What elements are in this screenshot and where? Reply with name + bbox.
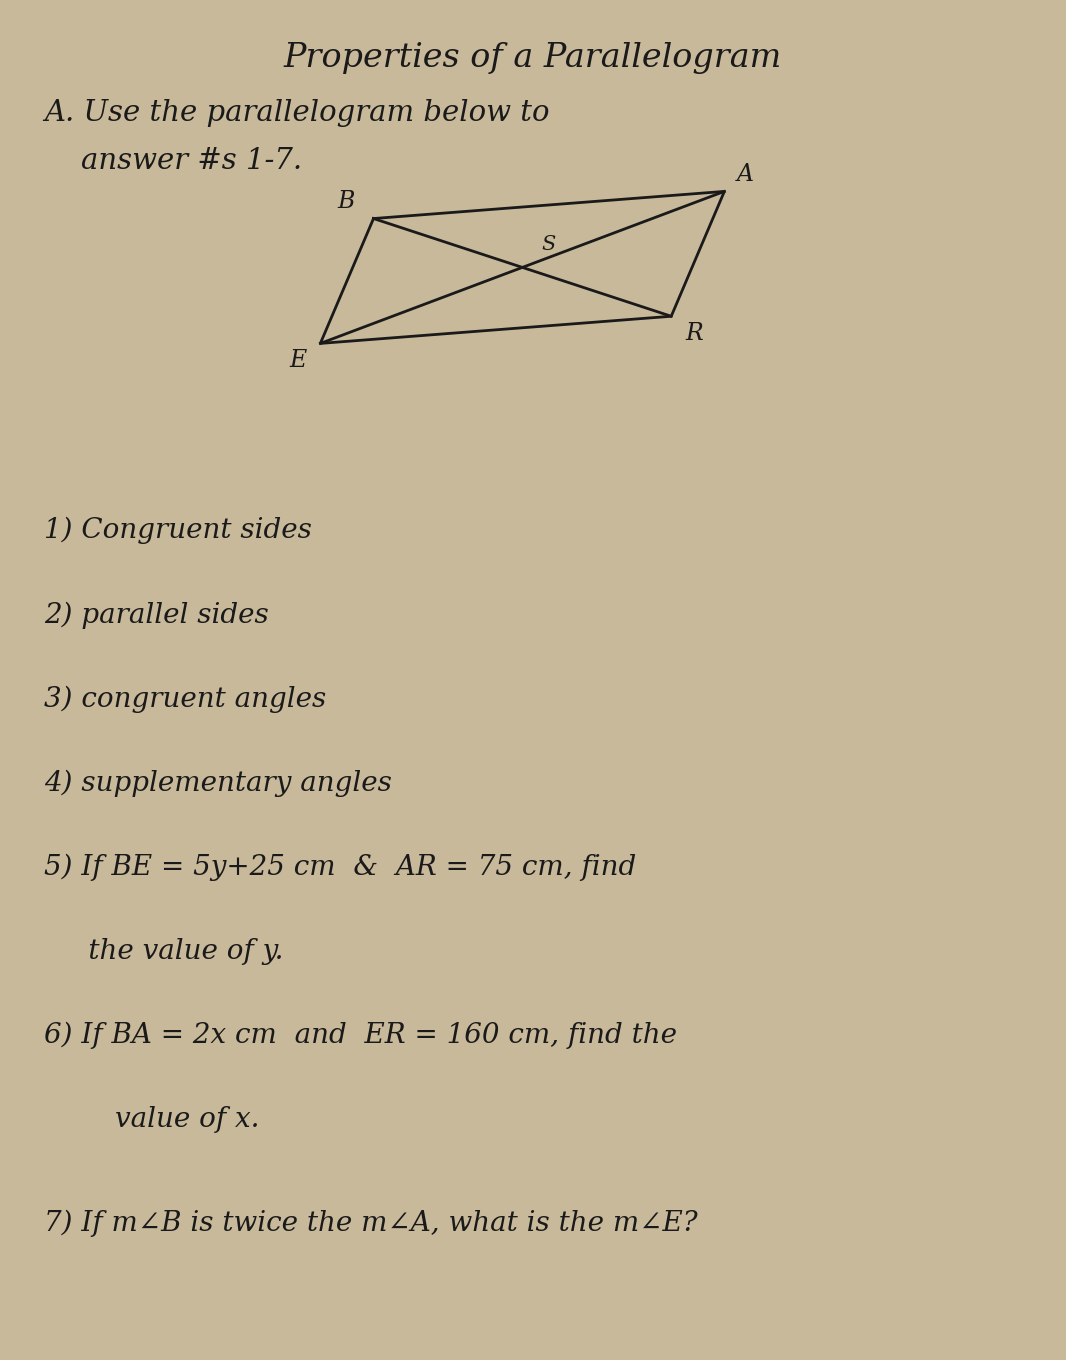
Text: 5) If BE = 5y+25 cm  &  AR = 75 cm, find: 5) If BE = 5y+25 cm & AR = 75 cm, find [44,854,636,881]
Text: the value of y.: the value of y. [44,938,284,964]
Text: value of x.: value of x. [44,1106,259,1133]
Text: A. Use the parallelogram below to: A. Use the parallelogram below to [44,99,549,126]
Text: answer #s 1-7.: answer #s 1-7. [44,147,302,174]
Text: 7) If m∠B is twice the m∠A, what is the m∠E?: 7) If m∠B is twice the m∠A, what is the … [44,1209,697,1236]
Text: A: A [737,163,754,186]
Text: S: S [542,235,555,254]
Text: 2) parallel sides: 2) parallel sides [44,601,269,628]
Text: 1) Congruent sides: 1) Congruent sides [44,517,311,544]
Text: E: E [289,348,307,371]
Text: R: R [685,322,702,344]
Text: B: B [337,190,354,214]
Text: 6) If BA = 2x cm  and  ER = 160 cm, find the: 6) If BA = 2x cm and ER = 160 cm, find t… [44,1021,677,1050]
Text: Properties of a Parallelogram: Properties of a Parallelogram [284,42,782,73]
Text: 4) supplementary angles: 4) supplementary angles [44,770,392,797]
Text: 3) congruent angles: 3) congruent angles [44,685,326,713]
